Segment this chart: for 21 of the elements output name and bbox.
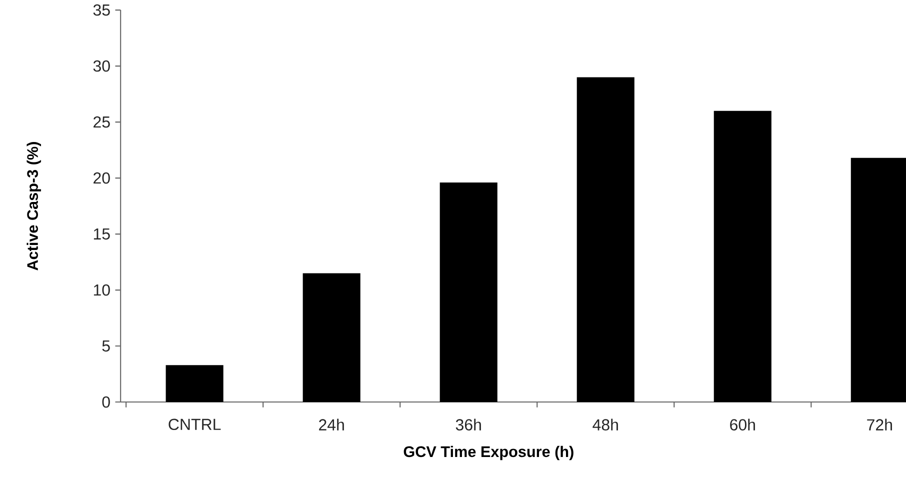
y-tick-label: 35: [93, 4, 110, 16]
bar: [440, 182, 498, 402]
x-tick-label: 24h: [319, 418, 344, 430]
y-tick-label: 25: [94, 116, 110, 128]
x-tick-label: 60h: [730, 418, 755, 430]
y-tick-label: 15: [94, 228, 110, 240]
y-axis-title: Active Casp-3 (%): [26, 142, 42, 270]
x-tick-label: 48h: [592, 418, 618, 430]
y-tick-label: 20: [94, 172, 110, 184]
y-tick-label: 10: [94, 284, 110, 296]
bar: [302, 273, 360, 402]
bar: [576, 77, 634, 402]
y-tick-label: 0: [102, 396, 110, 408]
x-tick-label: CNTRL: [168, 418, 221, 430]
x-tick-label: 72h: [867, 418, 892, 430]
x-tick-label: 36h: [456, 418, 481, 430]
y-tick-label: 5: [102, 340, 110, 352]
bar: [714, 110, 772, 402]
y-tick-label: 30: [93, 60, 110, 72]
x-axis-title: GCV Time Exposure (h): [404, 446, 574, 460]
bar: [166, 365, 224, 402]
